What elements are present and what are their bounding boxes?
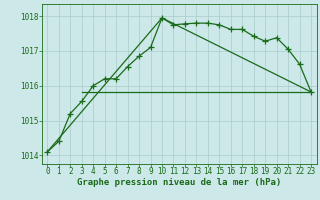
X-axis label: Graphe pression niveau de la mer (hPa): Graphe pression niveau de la mer (hPa) — [77, 178, 281, 187]
